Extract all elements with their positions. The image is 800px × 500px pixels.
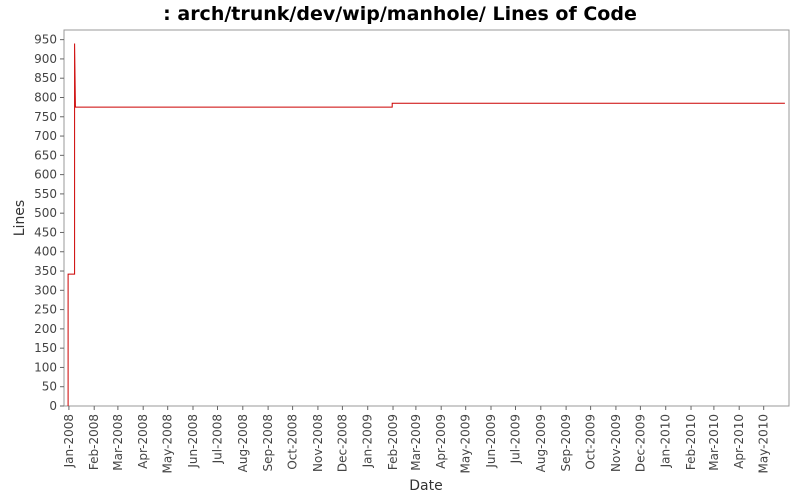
y-tick-label: 650 — [34, 148, 57, 162]
x-axis: Jan-2008 Feb-2008 Mar-2008 Apr-2008 May-2008… — [62, 406, 771, 473]
x-tick-label: Oct-2008 — [286, 414, 300, 470]
x-tick-label: Feb-2008 — [87, 414, 101, 470]
y-tick-label: 300 — [34, 283, 57, 297]
y-tick-label: 400 — [34, 245, 57, 259]
x-tick-label: Dec-2009 — [633, 414, 647, 472]
x-tick-label: Apr-2010 — [732, 414, 746, 469]
y-tick-label: 550 — [34, 187, 57, 201]
x-tick-label: Mar-2008 — [111, 414, 125, 471]
y-tick-label: 900 — [34, 52, 57, 66]
x-tick-label: Jan-2010 — [659, 414, 673, 468]
y-tick-label: 750 — [34, 110, 57, 124]
x-tick-label: Aug-2009 — [534, 414, 548, 472]
y-axis: 0 50 100 150 200 250 300 350 400 450 500 550 600 650 7… — [34, 33, 64, 413]
series-line-lines — [67, 43, 785, 406]
y-tick-label: 500 — [34, 206, 57, 220]
x-tick-label: Mar-2009 — [409, 414, 423, 471]
y-axis-label: Lines — [12, 200, 28, 236]
x-tick-label: Dec-2008 — [335, 414, 349, 472]
y-tick-label: 100 — [34, 360, 57, 374]
y-tick-label: 800 — [34, 90, 57, 104]
x-tick-label: May-2010 — [757, 414, 771, 473]
x-tick-label: Sep-2008 — [261, 414, 275, 472]
y-tick-label: 600 — [34, 168, 57, 182]
x-tick-label: Sep-2009 — [559, 414, 573, 472]
y-tick-label: 350 — [34, 264, 57, 278]
y-tick-label: 250 — [34, 303, 57, 317]
x-tick-label: May-2009 — [459, 414, 473, 473]
x-tick-label: Jun-2008 — [186, 414, 200, 469]
x-tick-label: Mar-2010 — [707, 414, 721, 471]
x-tick-label: May-2008 — [161, 414, 175, 473]
x-tick-label: Jul-2009 — [508, 414, 522, 464]
x-tick-label: Apr-2008 — [136, 414, 150, 469]
x-tick-label: Oct-2009 — [584, 414, 598, 470]
y-tick-label: 850 — [34, 71, 57, 85]
chart-title: : arch/trunk/dev/wip/manhole/ Lines of C… — [163, 3, 637, 25]
x-tick-label: Jan-2008 — [62, 414, 76, 468]
x-tick-label: Feb-2009 — [386, 414, 400, 470]
y-tick-label: 950 — [34, 33, 57, 47]
x-tick-label: Apr-2009 — [434, 414, 448, 469]
y-tick-label: 200 — [34, 322, 57, 336]
x-tick-label: Nov-2009 — [609, 414, 623, 472]
y-tick-label: 150 — [34, 341, 57, 355]
y-tick-label: 700 — [34, 129, 57, 143]
x-axis-label: Date — [409, 478, 442, 494]
plot-area — [63, 29, 790, 407]
x-tick-label: Aug-2008 — [236, 414, 250, 472]
x-tick-label: Feb-2010 — [684, 414, 698, 470]
x-tick-label: Jul-2008 — [210, 414, 224, 464]
x-tick-label: Nov-2008 — [311, 414, 325, 472]
x-tick-label: Jan-2009 — [361, 414, 375, 468]
x-tick-label: Jun-2009 — [484, 414, 498, 469]
y-tick-label: 450 — [34, 225, 57, 239]
y-tick-label: 50 — [42, 380, 57, 394]
y-tick-label: 0 — [49, 399, 57, 413]
